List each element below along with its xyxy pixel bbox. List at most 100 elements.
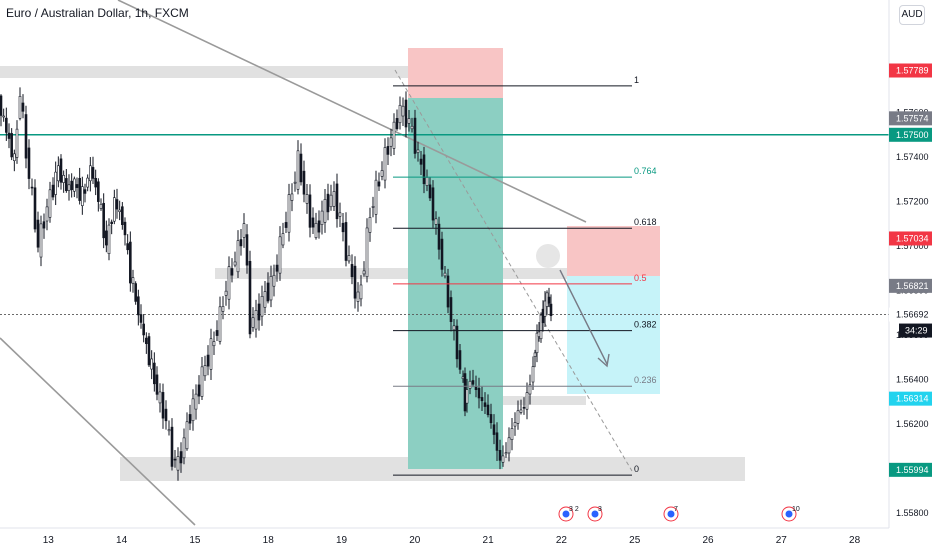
candle-body: [311, 217, 315, 228]
candle-body: [386, 146, 390, 155]
event-marker-label: 3: [598, 506, 602, 513]
candle-body: [452, 325, 456, 331]
candle-body: [492, 424, 496, 435]
candle-body: [113, 197, 116, 222]
candle-body: [70, 180, 73, 191]
candle-body: [308, 194, 312, 228]
candle-body: [129, 241, 132, 284]
candle-body: [94, 177, 97, 188]
price-label-box: [889, 63, 932, 78]
candle-body: [525, 392, 529, 410]
candle-body: [422, 154, 426, 185]
candle-body: [266, 282, 270, 302]
countdown-text: 34:29: [905, 326, 928, 336]
candle-body: [203, 365, 207, 377]
trendline-lower: [0, 337, 196, 526]
candle-body: [110, 221, 113, 224]
candle-body: [407, 118, 411, 124]
candle-body: [437, 223, 441, 250]
price-label-box: [889, 462, 932, 477]
candle-body: [36, 219, 40, 248]
candle-body: [89, 165, 92, 182]
candle-body: [296, 150, 300, 190]
candle-body: [465, 389, 469, 404]
candle-body: [97, 181, 100, 202]
candle-body: [549, 303, 553, 317]
candle-body: [320, 210, 324, 225]
candle-body: [145, 337, 148, 345]
candle-body: [65, 178, 68, 191]
candle-body: [501, 455, 505, 463]
candle-body: [389, 137, 393, 147]
candle-body: [83, 189, 87, 194]
candle-body: [498, 450, 502, 461]
candle-body: [446, 275, 450, 308]
candle-body: [39, 223, 43, 258]
candle-body: [539, 314, 543, 340]
time-tick-label: 26: [702, 535, 714, 546]
candle-body: [302, 170, 306, 195]
price-axis[interactable]: [889, 0, 932, 528]
candle-body: [218, 306, 222, 342]
candle-body: [224, 290, 228, 296]
candle-body: [347, 255, 351, 262]
candle-body: [404, 99, 408, 128]
candle-body: [102, 202, 105, 239]
candle-body: [194, 393, 198, 410]
candle-body: [21, 102, 25, 112]
currency-button[interactable]: AUD: [899, 5, 925, 25]
candle-body: [269, 276, 273, 301]
candle-body: [395, 118, 399, 130]
candle-body: [359, 284, 363, 300]
countdown-box: [899, 323, 932, 338]
candle-body: [57, 165, 60, 182]
candle-body: [75, 184, 79, 188]
candle-body: [507, 437, 511, 454]
candle-body: [86, 177, 89, 188]
candle-body: [341, 222, 345, 233]
candle-body: [121, 206, 124, 225]
price-label-text: 1.56692: [896, 310, 929, 320]
candle-body: [209, 338, 213, 370]
candle-body: [176, 456, 180, 471]
candle-body: [115, 199, 119, 210]
candle-body: [215, 330, 219, 336]
candle-body: [317, 220, 321, 233]
candle-body: [42, 221, 46, 229]
time-tick-label: 19: [336, 535, 348, 546]
candle-body: [48, 189, 52, 218]
price-label-box: [889, 307, 932, 322]
candle-body: [513, 422, 517, 427]
candle-body: [18, 96, 22, 119]
candle-body: [365, 227, 369, 277]
short-target-box: [567, 276, 660, 394]
candle-body: [416, 149, 420, 153]
candle-body: [164, 408, 168, 422]
candle-body: [134, 283, 137, 302]
candle-body: [126, 243, 129, 251]
candle-body: [362, 270, 366, 275]
price-label-box: [889, 127, 932, 142]
candle-body: [374, 179, 378, 215]
candle-body: [474, 385, 478, 391]
candle-body: [230, 268, 234, 276]
candle-body: [290, 193, 294, 201]
time-tick-label: 28: [849, 535, 861, 546]
time-tick-label: 13: [43, 535, 55, 546]
candle-body: [434, 218, 438, 225]
projection-arrowhead: [597, 353, 610, 368]
candle-body: [155, 374, 159, 395]
candle-body: [477, 388, 481, 399]
candle-body: [99, 203, 103, 209]
candle-body: [67, 184, 71, 191]
candle-body: [142, 323, 145, 336]
candle-body: [185, 421, 189, 450]
candle-body: [59, 158, 63, 183]
candle-body: [471, 380, 475, 385]
candle-body: [468, 380, 472, 389]
event-marker-label: 7: [674, 506, 678, 513]
candle-body: [27, 147, 31, 179]
candle-body: [233, 261, 237, 266]
fib-level-label: 0: [634, 464, 639, 474]
